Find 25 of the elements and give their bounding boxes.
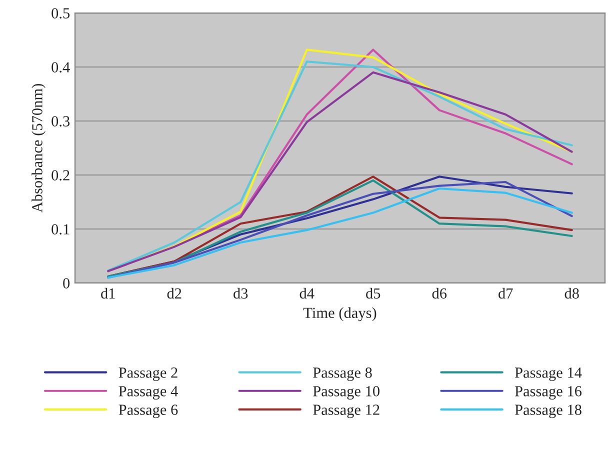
legend-label: Passage 6	[118, 404, 178, 418]
y-tick-label: 0.2	[52, 170, 70, 181]
legend-label: Passage 8	[313, 367, 372, 381]
legend-label: Passage 4	[118, 386, 178, 400]
y-tick-label: 0.4	[52, 62, 70, 73]
legend-label: Passage 2	[118, 368, 178, 381]
x-tick-label: d2	[167, 288, 182, 299]
y-tick-label: 0.5	[52, 8, 70, 19]
x-tick-label: d5	[366, 288, 380, 299]
legend-label: Passage 16	[514, 386, 582, 400]
legend-label: Passage 10	[313, 386, 380, 400]
legend-label: Passage 18	[514, 404, 582, 418]
x-tick-label: d7	[498, 288, 513, 299]
x-tick-label: d4	[300, 288, 314, 299]
legend-label: Passage 14	[514, 368, 582, 381]
y-axis-title: Absorbance (570nm)	[32, 84, 46, 213]
x-tick-label: d6	[432, 288, 447, 299]
legend-label: Passage 12	[313, 404, 380, 418]
x-tick-label: d3	[234, 288, 248, 299]
x-tick-label: d1	[101, 288, 115, 299]
y-tick-label: 0.1	[52, 224, 70, 235]
y-tick-label: 0	[63, 278, 70, 288]
y-tick-label: 0.3	[52, 116, 70, 127]
x-axis-title: Time (days)	[303, 307, 376, 322]
x-tick-label: d8	[564, 288, 579, 299]
